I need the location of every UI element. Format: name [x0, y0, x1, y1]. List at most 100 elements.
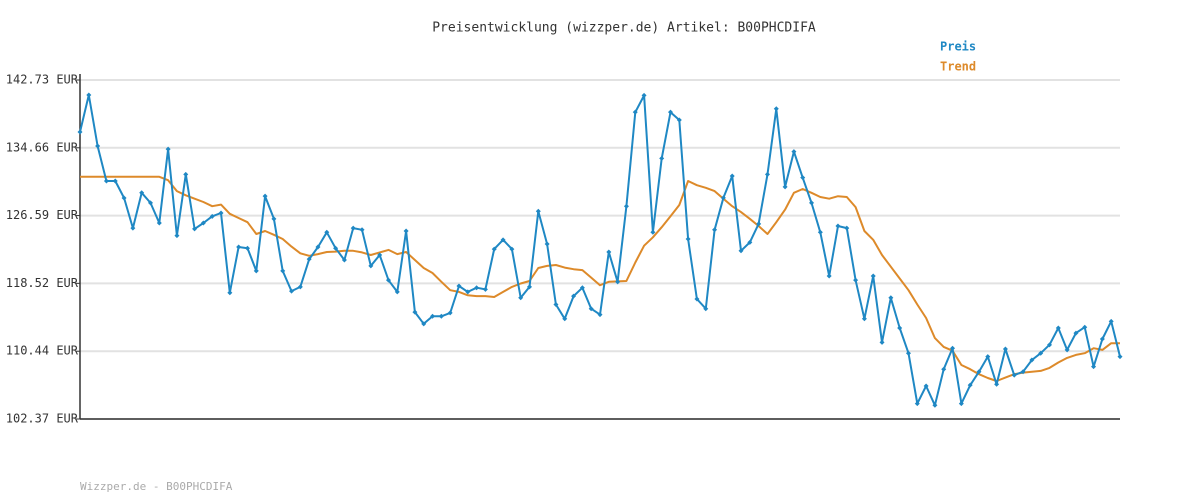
- point-marker: [659, 155, 665, 161]
- point-marker: [236, 244, 242, 250]
- point-marker: [641, 92, 647, 98]
- point-marker: [853, 277, 859, 283]
- point-marker: [218, 210, 224, 216]
- point-marker: [694, 296, 700, 302]
- point-marker: [861, 316, 867, 322]
- point-marker: [914, 401, 920, 407]
- point-marker: [482, 286, 488, 292]
- point-marker: [77, 129, 83, 135]
- point-marker: [905, 350, 911, 356]
- point-marker: [958, 401, 964, 407]
- point-marker: [571, 293, 577, 299]
- point-marker: [421, 321, 427, 327]
- point-marker: [923, 383, 929, 389]
- point-marker: [676, 117, 682, 123]
- legend-label: Preis: [940, 40, 976, 54]
- point-marker: [465, 289, 471, 295]
- point-marker: [1108, 318, 1114, 324]
- point-marker: [86, 92, 92, 98]
- y-tick-label: 110.44 EUR: [6, 344, 79, 358]
- point-marker: [368, 263, 374, 269]
- point-marker: [976, 369, 982, 375]
- point-marker: [271, 216, 277, 222]
- y-tick-label: 126.59 EUR: [6, 208, 79, 222]
- point-marker: [315, 244, 321, 250]
- point-marker: [209, 213, 215, 219]
- point-marker: [932, 402, 938, 408]
- point-marker: [1046, 342, 1052, 348]
- point-marker: [103, 178, 109, 184]
- point-marker: [817, 229, 823, 235]
- legend-label: Trend: [940, 60, 976, 74]
- point-marker: [888, 295, 894, 301]
- point-marker: [500, 237, 506, 243]
- point-marker: [130, 225, 136, 231]
- point-marker: [623, 203, 629, 209]
- point-marker: [703, 306, 709, 312]
- point-marker: [253, 268, 259, 274]
- point-marker: [835, 223, 841, 229]
- point-marker: [324, 229, 330, 235]
- point-marker: [192, 226, 198, 232]
- point-marker: [526, 284, 532, 290]
- point-marker: [447, 310, 453, 316]
- point-marker: [650, 229, 656, 235]
- point-marker: [579, 285, 585, 291]
- point-marker: [994, 381, 1000, 387]
- point-marker: [280, 268, 286, 274]
- y-tick-label: 118.52 EUR: [6, 276, 79, 290]
- point-marker: [227, 290, 233, 296]
- y-tick-label: 134.66 EUR: [6, 140, 79, 154]
- point-marker: [729, 173, 735, 179]
- point-marker: [474, 285, 480, 291]
- point-marker: [359, 227, 365, 233]
- point-marker: [1011, 372, 1017, 378]
- point-marker: [773, 106, 779, 112]
- point-marker: [112, 178, 118, 184]
- point-marker: [782, 184, 788, 190]
- point-marker: [174, 233, 180, 239]
- point-marker: [165, 146, 171, 152]
- point-marker: [341, 257, 347, 263]
- point-marker: [668, 109, 674, 115]
- point-marker: [412, 309, 418, 315]
- point-marker: [377, 252, 383, 258]
- point-marker: [1055, 325, 1061, 331]
- point-marker: [756, 221, 762, 227]
- point-marker: [791, 149, 797, 155]
- point-marker: [438, 313, 444, 319]
- point-marker: [262, 193, 268, 199]
- point-marker: [1029, 357, 1035, 363]
- point-marker: [879, 339, 885, 345]
- point-marker: [747, 239, 753, 245]
- footer: Wizzper.de - B00PHCDIFA: [80, 480, 233, 493]
- point-marker: [156, 220, 162, 226]
- point-marker: [394, 289, 400, 295]
- point-marker: [491, 246, 497, 252]
- point-marker: [826, 273, 832, 279]
- point-marker: [1073, 330, 1079, 336]
- y-tick-label: 102.37 EUR: [6, 412, 79, 426]
- point-marker: [844, 225, 850, 231]
- chart-title: Preisentwicklung (wizzper.de) Artikel: B…: [432, 21, 816, 36]
- point-marker: [456, 283, 462, 289]
- point-marker: [333, 245, 339, 251]
- point-marker: [685, 236, 691, 242]
- point-marker: [1020, 369, 1026, 375]
- point-marker: [632, 109, 638, 115]
- point-marker: [183, 171, 189, 177]
- point-marker: [588, 306, 594, 312]
- point-marker: [897, 325, 903, 331]
- point-marker: [430, 313, 436, 319]
- point-marker: [967, 382, 973, 388]
- point-marker: [509, 246, 515, 252]
- point-marker: [297, 284, 303, 290]
- point-marker: [553, 302, 559, 308]
- point-marker: [800, 175, 806, 181]
- point-marker: [544, 241, 550, 247]
- point-marker: [244, 245, 250, 251]
- point-marker: [139, 190, 145, 196]
- y-tick-label: 142.73 EUR: [6, 73, 79, 87]
- point-marker: [809, 200, 815, 206]
- point-marker: [1117, 354, 1123, 360]
